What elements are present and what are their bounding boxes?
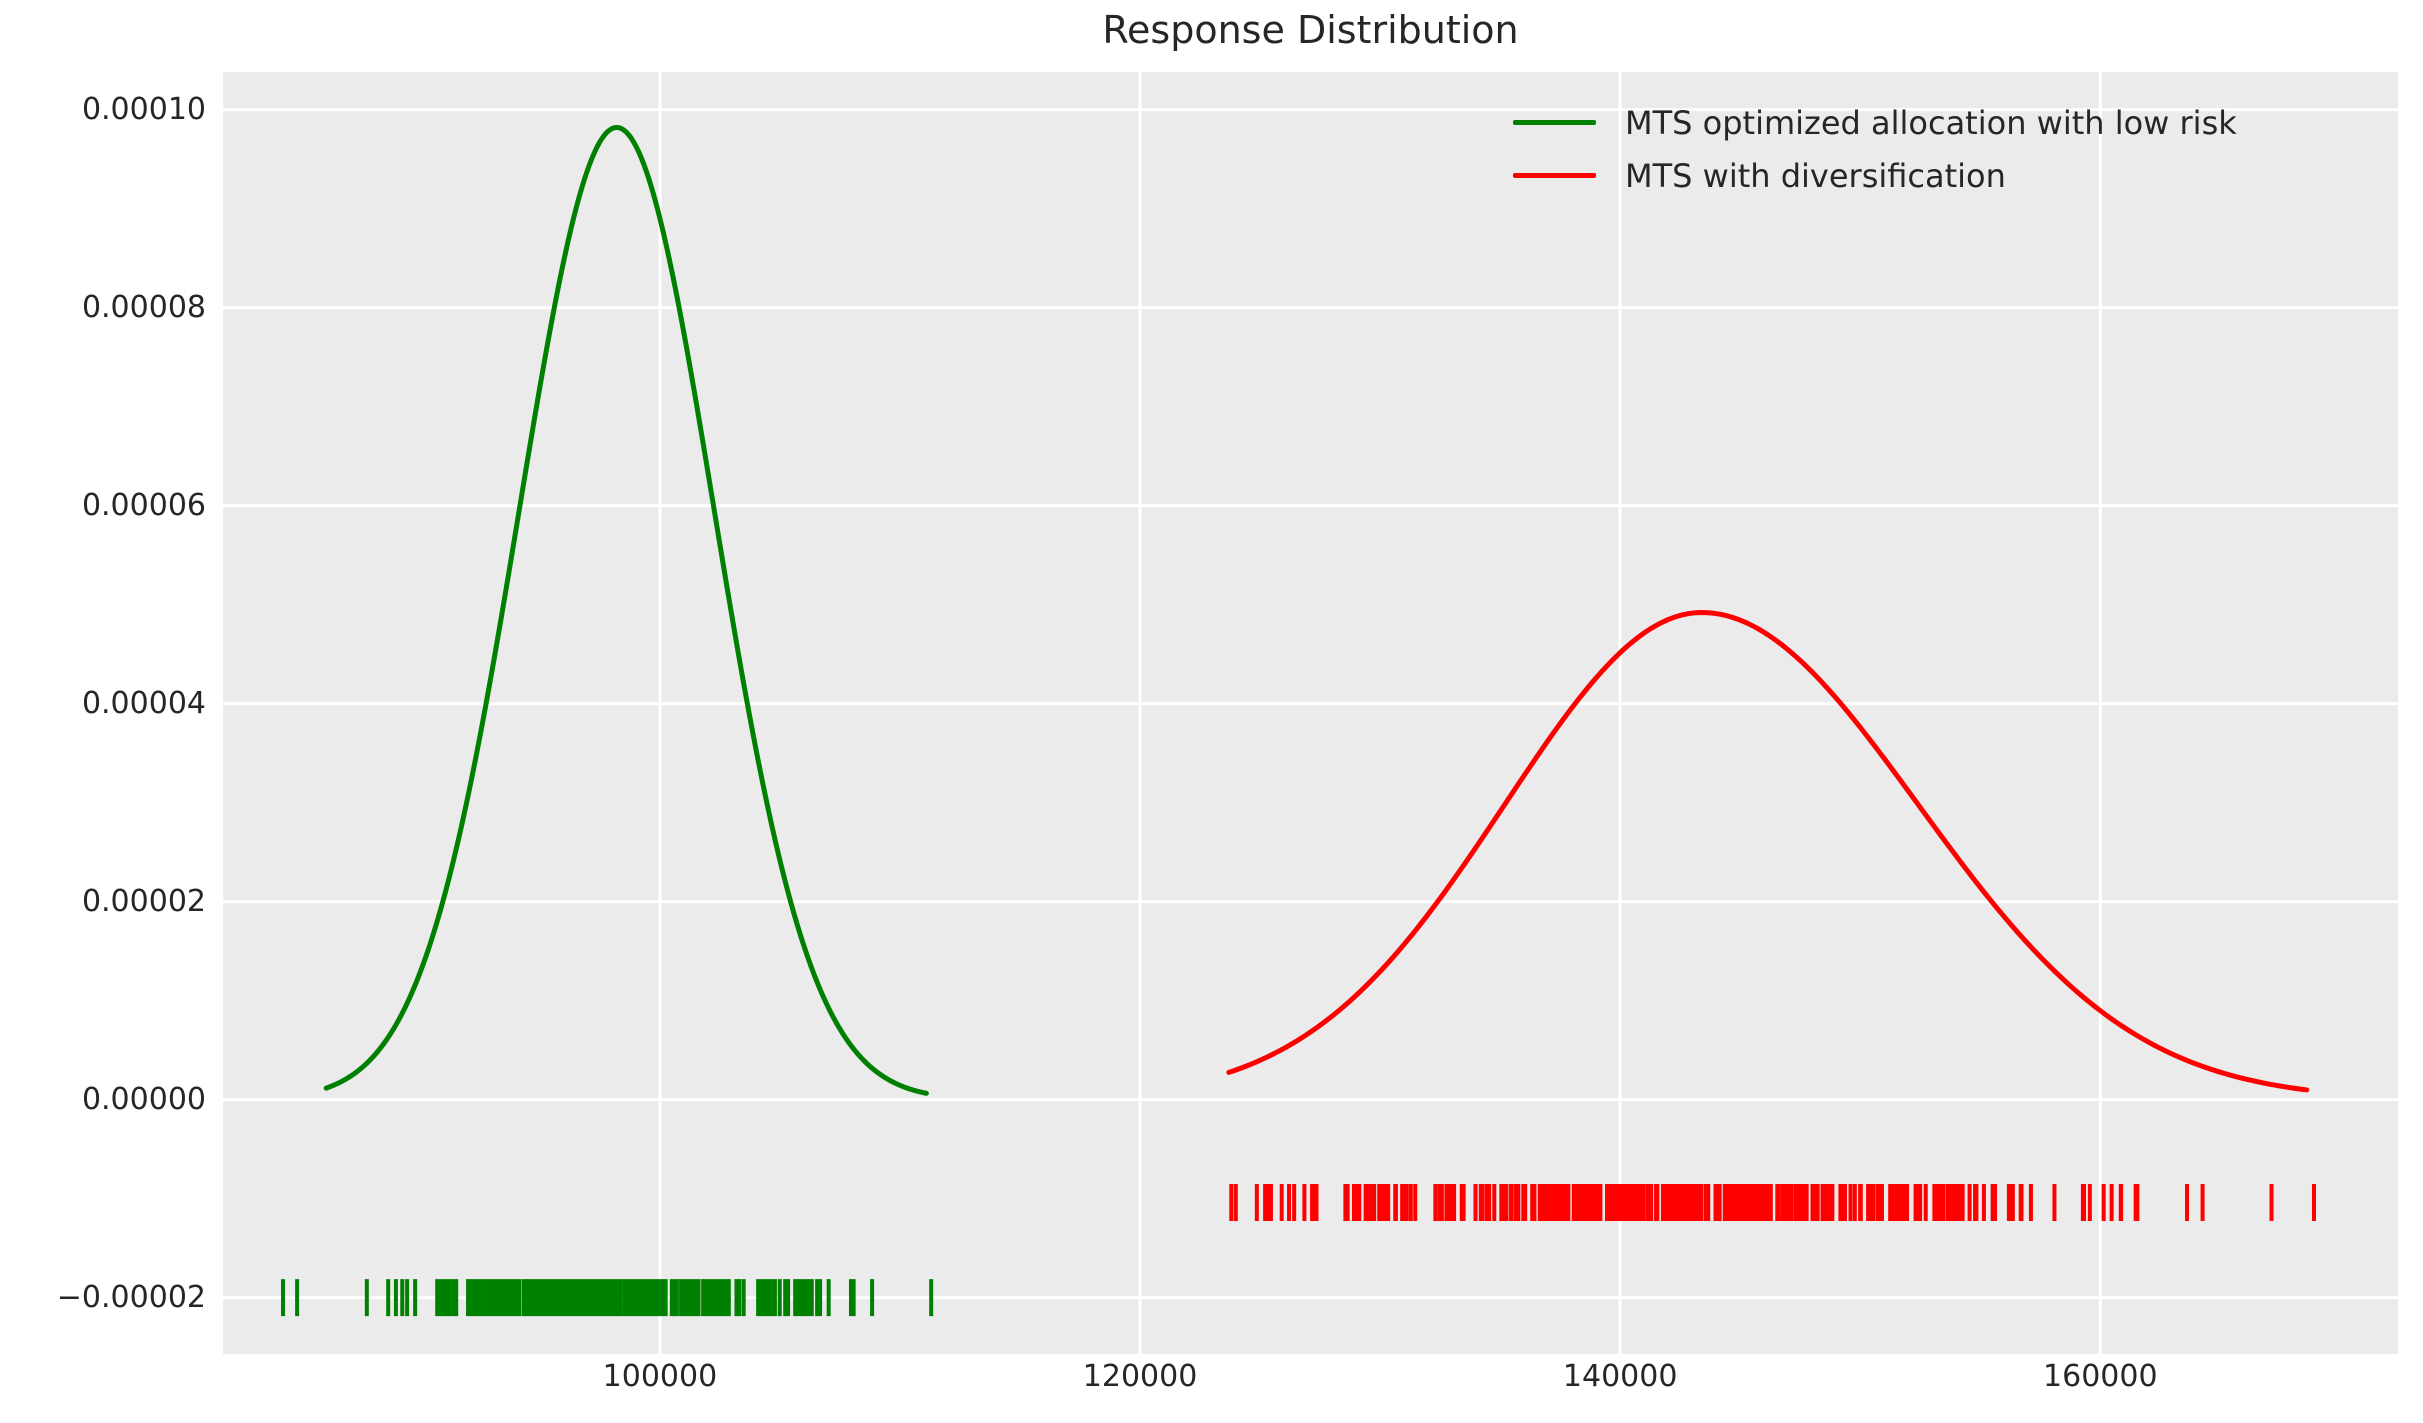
rug-marks-0 xyxy=(281,1279,934,1317)
x-tick-label: 160000 xyxy=(2043,1359,2158,1394)
y-tick-label: −0.00002 xyxy=(56,1279,206,1315)
legend: MTS optimized allocation with low risk M… xyxy=(1513,96,2237,202)
x-tick-label: 140000 xyxy=(1562,1359,1678,1394)
legend-entry-low-risk: MTS optimized allocation with low risk xyxy=(1513,96,2237,149)
y-tick-label: 0.00006 xyxy=(81,487,206,523)
y-tick-label: 0.00000 xyxy=(81,1081,206,1117)
x-tick-label: 120000 xyxy=(1082,1359,1198,1394)
legend-line-red-icon xyxy=(1513,173,1596,178)
legend-line-green-icon xyxy=(1513,120,1596,125)
plot-svg xyxy=(223,72,2398,1354)
gridlines xyxy=(223,72,2398,1354)
legend-entry-diversification: MTS with diversification xyxy=(1513,149,2237,202)
chart-title: Response Distribution xyxy=(1102,8,1519,52)
kde-curve-1 xyxy=(1226,610,2310,1093)
plot-area xyxy=(223,72,2398,1354)
y-tick-label: 0.00008 xyxy=(81,289,206,325)
legend-label: MTS optimized allocation with low risk xyxy=(1625,103,2237,142)
y-tick-label: 0.00002 xyxy=(81,883,206,919)
y-tick-label: 0.00010 xyxy=(81,91,206,127)
kde-curve-0 xyxy=(323,124,929,1096)
rug-marks-1 xyxy=(1229,1184,2316,1221)
y-tick-label: 0.00004 xyxy=(81,685,206,721)
x-tick-label: 100000 xyxy=(602,1359,718,1394)
legend-label: MTS with diversification xyxy=(1625,156,2006,195)
